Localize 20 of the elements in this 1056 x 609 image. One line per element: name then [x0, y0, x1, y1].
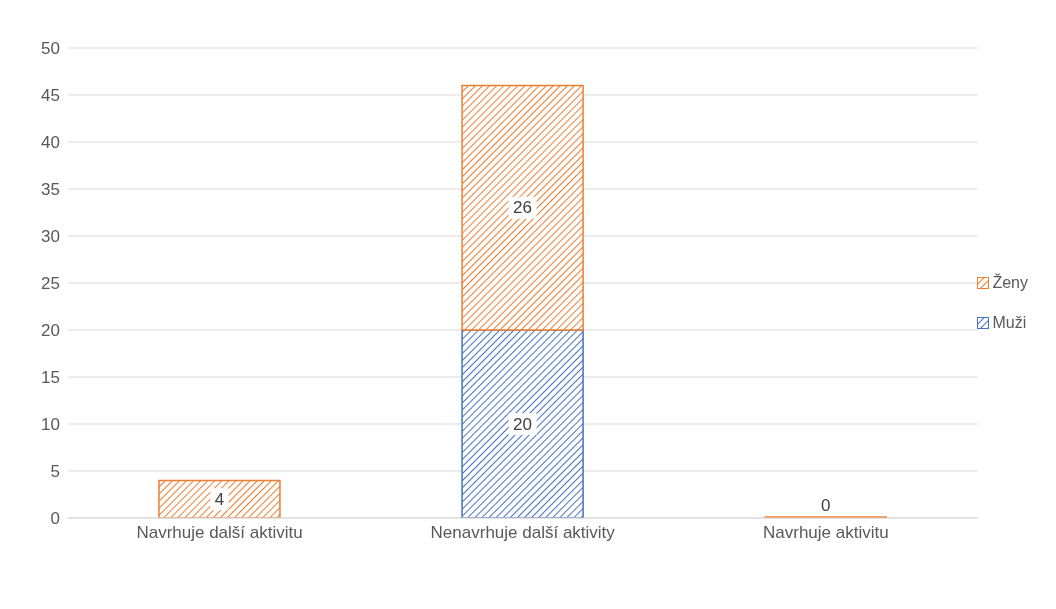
y-tick-label: 20 — [41, 321, 60, 341]
y-tick-label: 15 — [41, 368, 60, 388]
y-tick-label: 50 — [41, 39, 60, 59]
y-tick-label: 30 — [41, 227, 60, 247]
x-tick-label: Nenavrhuje další aktivity — [430, 523, 616, 543]
x-tick-label: Navrhuje aktivitu — [763, 523, 889, 543]
y-tick-label: 35 — [41, 180, 60, 200]
x-tick-label: Navrhuje další aktivitu — [136, 523, 303, 543]
legend-label: Ženy — [992, 274, 1028, 292]
legend-label: Muži — [992, 314, 1027, 332]
data-label: 20 — [513, 414, 533, 434]
y-tick-label: 10 — [41, 415, 60, 435]
data-label: 0 — [820, 495, 831, 515]
data-label: 4 — [214, 489, 225, 509]
data-label: 26 — [513, 198, 533, 218]
y-tick-label: 0 — [50, 509, 60, 529]
y-tick-label: 40 — [41, 133, 60, 153]
y-tick-label: 25 — [41, 274, 60, 294]
y-tick-label: 45 — [41, 86, 60, 106]
y-tick-label: 5 — [50, 462, 60, 482]
